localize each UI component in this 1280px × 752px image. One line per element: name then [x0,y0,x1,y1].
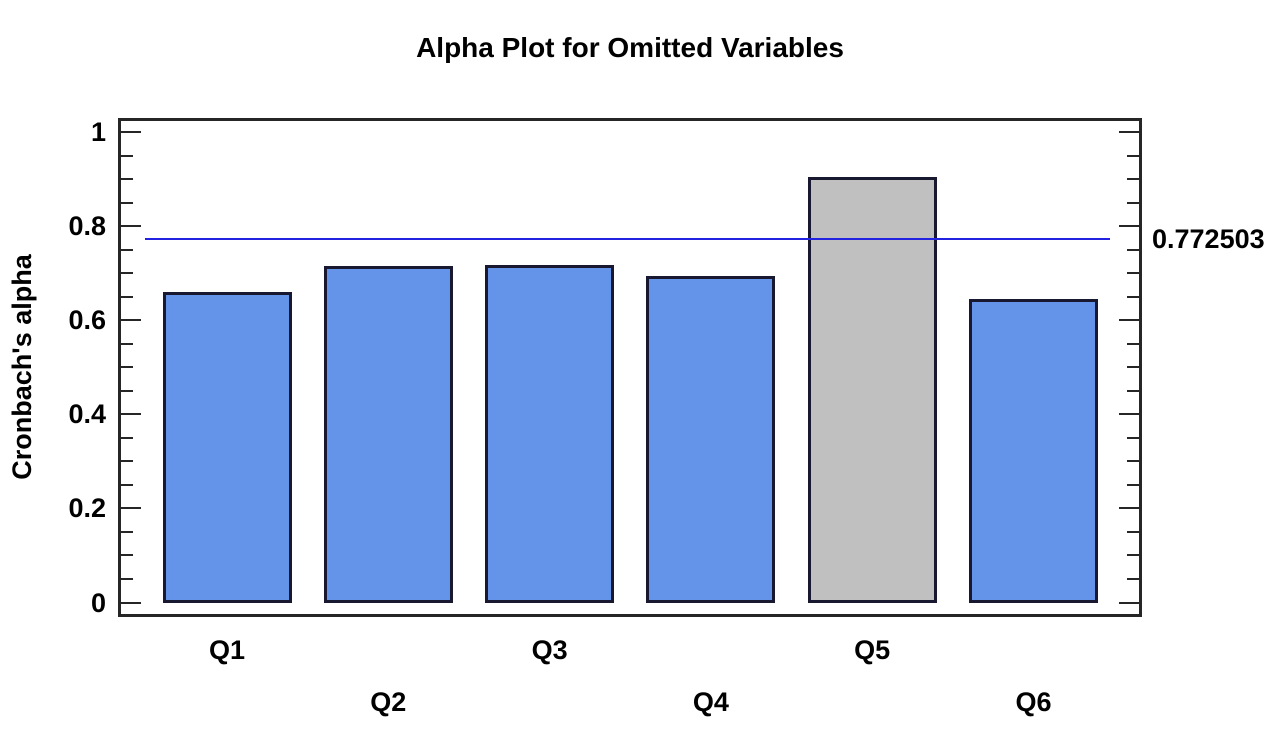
y-axis-minor-tick-right [1127,436,1139,439]
plot-area [118,118,1142,617]
bar-Q1 [162,291,292,603]
y-axis-minor-tick [121,154,133,157]
y-axis-tick-label: 0.4 [68,399,106,430]
y-axis-minor-tick [121,436,133,439]
y-axis-minor-tick-right [1127,154,1139,157]
y-axis-minor-tick [121,554,133,557]
y-axis-minor-tick-right [1127,272,1139,275]
y-axis-minor-tick [121,577,133,580]
bar-Q2 [323,265,453,603]
y-axis-major-tick [121,413,141,416]
y-axis-major-tick-right [1119,319,1139,322]
y-axis-minor-tick-right [1127,483,1139,486]
y-axis-major-tick-right [1119,601,1139,604]
y-axis-major-tick [121,507,141,510]
y-axis-minor-tick-right [1127,530,1139,533]
bar-Q6 [969,299,1098,603]
y-axis-major-tick [121,601,141,604]
y-axis-minor-tick-right [1127,554,1139,557]
y-axis-minor-tick-right [1127,577,1139,580]
y-axis-minor-tick-right [1127,295,1139,298]
x-axis-label-Q6: Q6 [1015,687,1052,717]
y-axis-minor-tick-right [1127,248,1139,251]
reference-line-label: 0.772503 [1152,224,1265,255]
x-axis-label-Q4: Q4 [692,687,729,717]
x-axis-label-Q2: Q2 [370,687,407,717]
y-axis-minor-tick [121,460,133,463]
x-axis-label-Q1: Q1 [208,635,246,665]
y-axis-minor-tick [121,483,133,486]
chart-title: Alpha Plot for Omitted Variables [416,32,844,63]
y-axis-major-tick-right [1119,413,1139,416]
y-axis-minor-tick [121,201,133,204]
y-axis-minor-tick [121,342,133,345]
y-axis-tick-label: 0.2 [68,493,106,524]
y-axis-minor-tick [121,295,133,298]
y-axis-tick-label: 0.8 [68,211,106,242]
y-axis-major-tick [121,131,141,133]
y-axis-major-tick-right [1119,507,1139,510]
y-axis-minor-tick-right [1127,178,1139,181]
y-axis-minor-tick-right [1127,342,1139,345]
y-axis-minor-tick-right [1127,366,1139,369]
y-axis-minor-tick [121,178,133,181]
y-axis-minor-tick-right [1127,460,1139,463]
y-axis-minor-tick [121,389,133,392]
x-axis-label-Q3: Q3 [531,635,568,665]
y-axis-minor-tick [121,248,133,251]
reference-line [145,238,1110,241]
y-axis-minor-tick-right [1127,389,1139,392]
y-axis-tick-label: 0.6 [68,305,106,336]
y-axis-title: Cronbach's alpha [7,254,37,480]
y-axis-minor-tick [121,272,133,275]
x-axis-label-Q5: Q5 [854,635,891,665]
bar-Q3 [485,264,615,603]
y-axis-minor-tick [121,530,133,533]
bar-Q5 [807,176,937,603]
y-axis-tick-label: 0 [90,587,106,618]
y-axis-minor-tick-right [1127,201,1139,204]
bar-Q4 [646,275,776,603]
y-axis-minor-tick [121,366,133,369]
y-axis-major-tick [121,319,141,322]
y-axis-major-tick-right [1119,225,1139,228]
y-axis-tick-label: 1 [90,117,106,147]
y-axis-major-tick-right [1119,131,1139,133]
y-axis-major-tick [121,225,141,228]
